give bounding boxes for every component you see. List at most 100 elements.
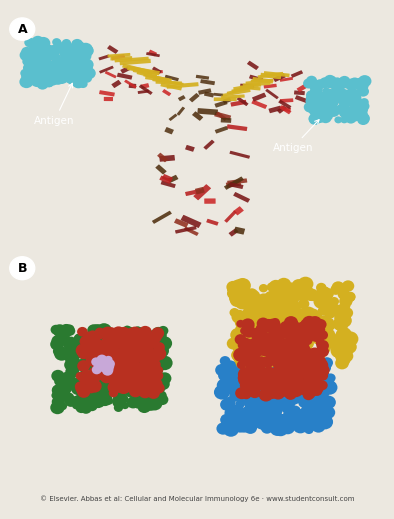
Circle shape bbox=[265, 385, 278, 397]
Circle shape bbox=[89, 358, 99, 366]
Circle shape bbox=[342, 280, 354, 292]
Circle shape bbox=[131, 347, 146, 360]
Circle shape bbox=[65, 365, 79, 378]
Circle shape bbox=[253, 364, 265, 375]
Circle shape bbox=[229, 308, 240, 317]
Circle shape bbox=[79, 370, 89, 379]
Circle shape bbox=[104, 356, 113, 363]
Circle shape bbox=[230, 412, 243, 424]
Circle shape bbox=[143, 378, 156, 390]
FancyBboxPatch shape bbox=[264, 71, 290, 77]
Circle shape bbox=[58, 380, 68, 389]
Circle shape bbox=[128, 368, 136, 376]
Circle shape bbox=[151, 342, 160, 349]
Circle shape bbox=[98, 362, 109, 372]
Circle shape bbox=[313, 97, 325, 107]
Circle shape bbox=[117, 340, 129, 352]
Circle shape bbox=[145, 365, 155, 375]
Circle shape bbox=[247, 364, 259, 376]
Circle shape bbox=[61, 71, 68, 77]
Circle shape bbox=[110, 371, 122, 381]
Circle shape bbox=[310, 348, 318, 356]
Circle shape bbox=[31, 59, 41, 68]
Circle shape bbox=[73, 60, 82, 68]
Circle shape bbox=[282, 403, 294, 414]
Circle shape bbox=[234, 312, 251, 327]
FancyBboxPatch shape bbox=[167, 175, 178, 183]
Circle shape bbox=[152, 330, 163, 339]
Circle shape bbox=[316, 385, 330, 398]
Circle shape bbox=[33, 66, 44, 75]
FancyBboxPatch shape bbox=[251, 100, 267, 109]
Circle shape bbox=[280, 315, 296, 330]
Circle shape bbox=[97, 333, 106, 342]
Circle shape bbox=[77, 386, 91, 398]
Circle shape bbox=[105, 359, 112, 365]
Circle shape bbox=[321, 360, 332, 370]
Circle shape bbox=[241, 343, 256, 356]
Circle shape bbox=[264, 291, 280, 305]
Circle shape bbox=[138, 359, 152, 371]
Circle shape bbox=[104, 366, 111, 374]
Circle shape bbox=[260, 377, 269, 386]
Circle shape bbox=[238, 338, 250, 350]
Circle shape bbox=[94, 362, 102, 370]
FancyBboxPatch shape bbox=[139, 85, 152, 95]
Circle shape bbox=[78, 373, 89, 383]
Circle shape bbox=[281, 374, 291, 383]
Circle shape bbox=[96, 362, 103, 368]
Circle shape bbox=[107, 353, 122, 367]
Circle shape bbox=[84, 375, 95, 385]
Circle shape bbox=[322, 380, 337, 395]
Circle shape bbox=[294, 352, 305, 362]
Circle shape bbox=[258, 397, 273, 411]
Circle shape bbox=[110, 355, 123, 367]
FancyBboxPatch shape bbox=[215, 126, 228, 133]
Circle shape bbox=[51, 370, 65, 382]
Circle shape bbox=[262, 335, 276, 348]
Circle shape bbox=[335, 90, 345, 99]
Circle shape bbox=[358, 81, 368, 90]
FancyBboxPatch shape bbox=[214, 93, 223, 97]
FancyBboxPatch shape bbox=[224, 211, 237, 223]
Circle shape bbox=[320, 343, 331, 353]
Circle shape bbox=[338, 289, 350, 300]
Circle shape bbox=[65, 66, 76, 76]
Circle shape bbox=[230, 375, 245, 388]
Circle shape bbox=[111, 357, 120, 365]
Circle shape bbox=[91, 331, 102, 342]
Circle shape bbox=[261, 330, 269, 338]
Circle shape bbox=[37, 79, 48, 90]
Circle shape bbox=[46, 80, 54, 87]
Circle shape bbox=[227, 282, 242, 296]
Circle shape bbox=[65, 395, 77, 407]
Circle shape bbox=[99, 387, 108, 394]
Circle shape bbox=[253, 300, 266, 312]
FancyBboxPatch shape bbox=[152, 211, 172, 224]
Circle shape bbox=[256, 368, 266, 376]
Circle shape bbox=[77, 347, 90, 359]
Circle shape bbox=[326, 108, 335, 117]
FancyBboxPatch shape bbox=[234, 227, 245, 235]
Circle shape bbox=[291, 308, 308, 323]
Circle shape bbox=[282, 370, 294, 381]
Circle shape bbox=[121, 357, 133, 368]
Circle shape bbox=[134, 326, 142, 334]
Circle shape bbox=[102, 358, 111, 365]
Circle shape bbox=[240, 381, 249, 390]
Circle shape bbox=[241, 318, 255, 331]
Circle shape bbox=[60, 387, 70, 397]
Circle shape bbox=[308, 396, 318, 406]
Circle shape bbox=[238, 347, 251, 360]
Circle shape bbox=[70, 398, 78, 406]
Circle shape bbox=[291, 319, 305, 332]
Circle shape bbox=[141, 371, 149, 379]
Circle shape bbox=[292, 331, 307, 345]
Circle shape bbox=[269, 324, 280, 334]
Circle shape bbox=[87, 379, 102, 393]
Circle shape bbox=[126, 351, 137, 361]
FancyBboxPatch shape bbox=[223, 89, 251, 97]
Circle shape bbox=[76, 396, 85, 404]
Circle shape bbox=[38, 61, 52, 74]
Circle shape bbox=[242, 371, 253, 381]
